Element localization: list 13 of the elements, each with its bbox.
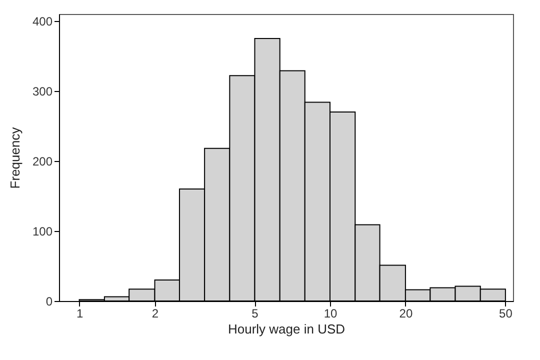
- y-tick-label: 400: [32, 14, 53, 28]
- x-tick-label: 10: [324, 306, 338, 320]
- x-tick-label: 5: [252, 306, 259, 320]
- x-axis-title: Hourly wage in USD: [228, 322, 346, 336]
- x-tick-label: 1: [76, 306, 84, 320]
- x-tick-label: 2: [152, 306, 159, 320]
- y-axis-title: Frequency: [7, 126, 22, 189]
- y-tick-label: 100: [32, 224, 53, 238]
- y-tick-label: 300: [32, 84, 53, 98]
- x-tick-label: 50: [499, 306, 513, 320]
- y-tick-label: 200: [32, 154, 53, 168]
- y-tick-label: 0: [46, 294, 53, 308]
- x-tick-label: 20: [399, 306, 413, 320]
